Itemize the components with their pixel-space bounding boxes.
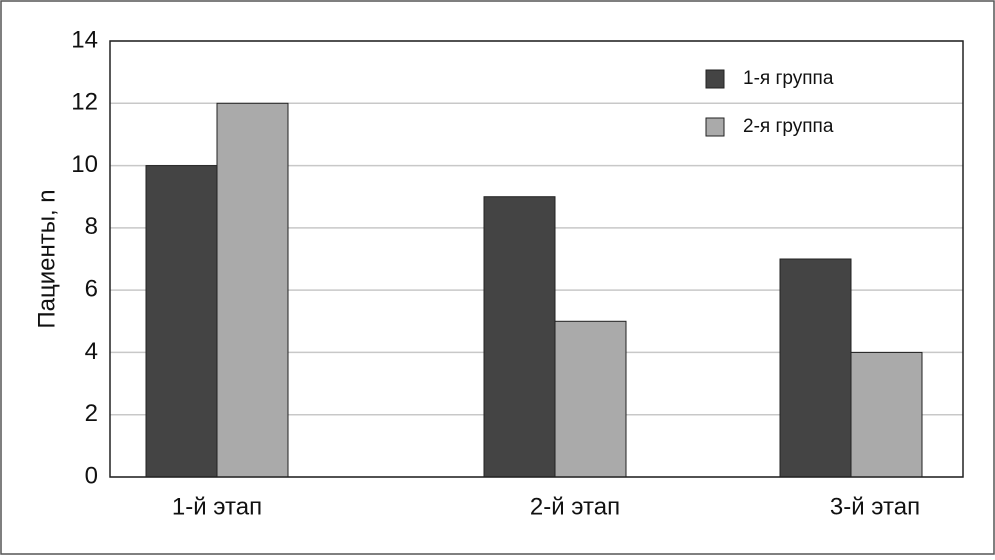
y-tick-label: 6 bbox=[85, 275, 98, 302]
legend-label: 1-я группа bbox=[743, 68, 834, 89]
bar bbox=[145, 165, 218, 478]
legend-label: 2-я группа bbox=[743, 116, 834, 137]
bar bbox=[483, 196, 556, 478]
x-tick-label: 2-й этап bbox=[530, 493, 620, 520]
y-tick-label: 2 bbox=[85, 400, 98, 427]
y-tick-label: 12 bbox=[71, 89, 98, 116]
bar bbox=[554, 320, 627, 478]
y-axis-label: Пациенты, n bbox=[33, 189, 60, 328]
bar bbox=[850, 351, 923, 478]
bar bbox=[779, 258, 852, 478]
plot-border bbox=[109, 40, 964, 478]
legend-swatch bbox=[705, 117, 725, 137]
y-tick-label: 10 bbox=[71, 151, 98, 178]
y-tick-label: 8 bbox=[85, 213, 98, 240]
bar bbox=[216, 102, 289, 478]
legend-swatch bbox=[705, 69, 725, 89]
x-tick-label: 1-й этап bbox=[172, 493, 262, 520]
y-tick-label: 14 bbox=[71, 26, 98, 53]
x-tick-label: 3-й этап bbox=[830, 493, 920, 520]
y-tick-label: 4 bbox=[85, 338, 98, 365]
y-tick-label: 0 bbox=[85, 462, 98, 489]
